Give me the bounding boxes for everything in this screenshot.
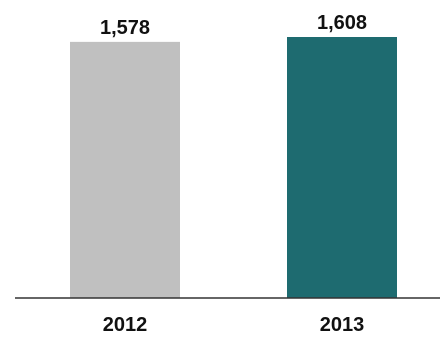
labels-layer: 1,578 2012 1,608 2013: [100, 12, 367, 336]
value-label-2013: 1,608: [317, 12, 367, 34]
x-tick-label-2013: 2013: [320, 314, 365, 336]
x-tick-label-2012: 2012: [103, 314, 148, 336]
bar-2012: [70, 41, 180, 298]
bars-layer: [70, 37, 397, 298]
bar-2013: [287, 37, 397, 298]
value-label-2012: 1,578: [100, 17, 150, 39]
